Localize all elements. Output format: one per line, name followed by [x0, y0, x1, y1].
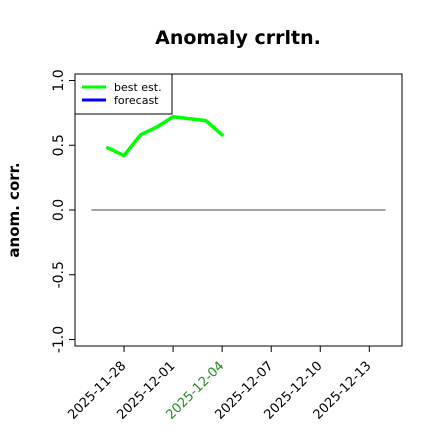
chart-title: Anomaly crrltn. — [155, 27, 321, 49]
legend-box — [74, 73, 173, 115]
series-lines — [105, 114, 224, 158]
x-axis-ticks: 2025-11-282025-12-012025-12-042025-12-07… — [65, 346, 375, 423]
y-tick-label: 0.0 — [51, 199, 67, 221]
series-line-best-est — [105, 114, 224, 158]
y-tick-label: -0.5 — [51, 261, 67, 288]
y-tick-label: 1.0 — [51, 69, 67, 91]
legend: best est. forecast — [74, 73, 173, 115]
y-axis-label: anom. corr. — [5, 162, 23, 257]
legend-label-forecast: forecast — [114, 94, 159, 107]
legend-label-best-est: best est. — [114, 81, 162, 94]
y-tick-label: -1.0 — [51, 326, 67, 353]
y-axis-ticks: -1.0 -0.5 0.0 0.5 1.0 — [51, 69, 75, 353]
y-tick-label: 0.5 — [51, 134, 67, 156]
